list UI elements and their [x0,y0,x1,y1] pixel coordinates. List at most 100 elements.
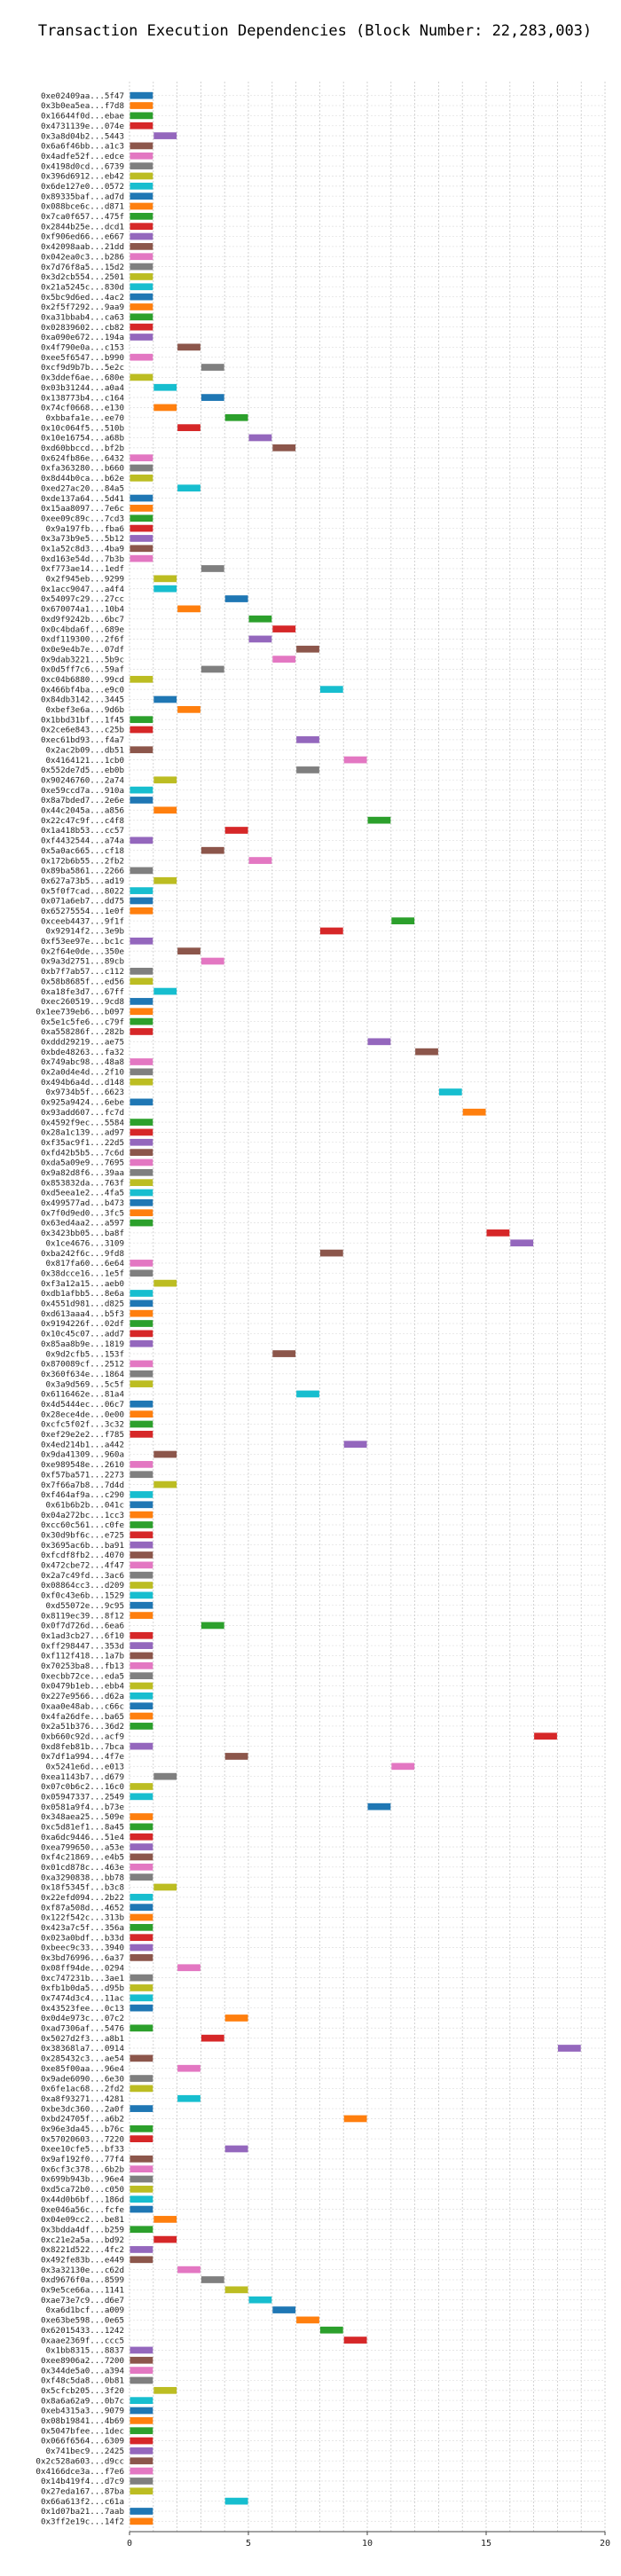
transaction-bar [130,786,153,794]
transaction-bar [130,1702,153,1710]
transaction-bar [130,2508,153,2515]
transaction-bar [130,1511,153,1519]
transaction-bar [130,182,153,190]
x-tick-label: 10 [362,2539,373,2549]
transaction-label: 0x5a0ac665...cf18 [41,846,124,856]
transaction-bar [153,2386,177,2394]
transaction-label: 0xfa363280...b660 [41,464,124,474]
transaction-bar [130,202,153,210]
transaction-label: 0x96e3da45...b76c [41,2124,124,2134]
transaction-bar [130,1078,153,1086]
transaction-bar [200,846,224,854]
transaction-bar [177,2064,200,2072]
transaction-label: 0x3b0ea5ea...f7d8 [41,101,124,111]
transaction-bar [130,1712,153,1720]
transaction-bar [130,2075,153,2082]
transaction-label: 0x07c0b6c2...16c0 [41,1782,124,1792]
transaction-bar [130,2085,153,2093]
transaction-label: 0x21a5245c...830d [41,282,124,292]
transaction-label: 0xbe3dc360...2a0f [41,2104,124,2114]
transaction-label: 0x472cbe72...4f47 [41,1561,124,1571]
transaction-bar [130,2054,153,2062]
transaction-bar [153,383,177,391]
transaction-label: 0x423a7c5f...356a [41,1923,124,1933]
transaction-bar [130,1149,153,1156]
transaction-bar [343,2115,367,2123]
transaction-bar [272,625,296,632]
transaction-bar [130,1954,153,1961]
transaction-bar [130,464,153,472]
transaction-bar [130,2124,153,2132]
transaction-label: 0xd5eea1e2...4fa5 [41,1189,124,1198]
transaction-bar [177,1964,200,1972]
transaction-bar [224,2014,248,2022]
transaction-label: 0xbef3e6a...9d6b [45,705,124,715]
transaction-bar [130,1994,153,2002]
transaction-bar [130,152,153,160]
transaction-label: 0x3ddef6ae...680e [41,373,124,383]
transaction-label: 0x2ce6e843...c25b [41,726,124,735]
transaction-label: 0x15aa8097...7e6c [41,504,124,514]
transaction-bar [130,2226,153,2234]
transaction-label: 0xae73e7c9...d6e7 [41,2296,124,2305]
transaction-label: 0xdb1afbb5...8e6a [41,1289,124,1299]
transaction-bar [367,1802,391,1810]
transaction-bar [130,797,153,804]
transaction-bar [130,937,153,945]
transaction-label: 0x8a7bded7...2e6e [41,796,124,805]
transaction-bar [130,1692,153,1700]
transaction-bar [296,736,319,743]
transaction-bar [130,1923,153,1931]
transaction-label: 0x1ad3cb27...6f10 [41,1631,124,1641]
transaction-label: 0xeb4315a3...9079 [41,2407,124,2416]
transaction-bar [130,323,153,331]
transaction-bar [130,2024,153,2032]
transaction-bar [130,675,153,683]
transaction-bar [130,716,153,724]
transaction-bar [130,1189,153,1197]
transaction-bar [130,2004,153,2012]
transaction-label: 0x04a272bc...1cc3 [41,1511,124,1520]
transaction-bar [130,746,153,754]
transaction-bar [130,2397,153,2405]
transaction-label: 0xf0c43e6b...1529 [41,1591,124,1601]
transaction-label: 0x4ed214b1...a442 [41,1440,124,1449]
transaction-bar [130,1309,153,1317]
transaction-label: 0x4731139e...074e [41,122,124,131]
transaction-label: 0xbeec9c33...3940 [41,1944,124,1953]
transaction-bar [153,1279,177,1287]
transaction-label: 0x2c528a603...d9cc [35,2456,124,2466]
transaction-label: 0xaae2369f...ccc5 [41,2336,124,2345]
transaction-label: 0x0e9e4b7e...07df [41,645,124,655]
transaction-bar [130,1501,153,1509]
transaction-label: 0xa18fe3d7...67ff [41,987,124,997]
transaction-bar [177,2266,200,2274]
transaction-label: 0x5e1c5fe6...c79f [41,1017,124,1027]
transaction-bar [130,535,153,542]
transaction-label: 0xee5f6547...b990 [41,353,124,363]
transaction-label: 0x088bce6c...d871 [41,202,124,212]
transaction-bar [153,987,177,995]
transaction-bar [130,1591,153,1599]
transaction-label: 0x9d2cfb5...153f [45,1349,124,1359]
transaction-bar [319,2326,343,2334]
transaction-label: 0xda5a09e9...7695 [41,1158,124,1168]
transaction-label: 0x3ff2e19c...14f2 [41,2517,124,2527]
transaction-label: 0x02839602...cb82 [41,323,124,333]
transaction-bar [130,122,153,130]
transaction-bar [130,1723,153,1730]
transaction-label: 0x3423bb05...ba8f [41,1229,124,1238]
transaction-bar [130,836,153,844]
transaction-label: 0x92914f2...3e9b [45,927,124,937]
transaction-bar [272,444,296,452]
transaction-label: 0x4f790e0a...c153 [41,343,124,353]
transaction-label: 0x27eda167...87ba [41,2486,124,2496]
transaction-bar [130,2165,153,2173]
transaction-label: 0x1bbd31bf...1f45 [41,715,124,725]
transaction-label: 0xe85f00aa...96e4 [41,2064,125,2074]
transaction-bar [130,867,153,875]
transaction-label: 0xfd42b5b5...7c6d [41,1148,124,1158]
x-tick-label: 15 [481,2539,491,2549]
transaction-label: 0x70253ba8...fb13 [41,1661,124,1671]
